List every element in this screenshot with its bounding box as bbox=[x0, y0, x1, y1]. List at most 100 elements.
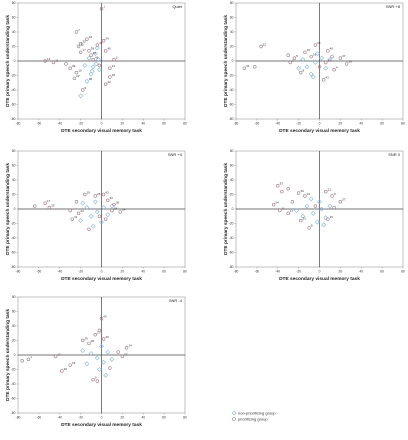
data-point-label: 30 bbox=[64, 367, 68, 371]
data-point-label: 43 bbox=[103, 315, 107, 319]
x-tick-label: 60 bbox=[162, 270, 166, 274]
data-point-prioritizing bbox=[70, 217, 74, 221]
data-point-prioritizing bbox=[32, 204, 37, 208]
data-point-prioritizing bbox=[299, 218, 303, 223]
data-point-prioritizing bbox=[116, 350, 120, 354]
data-point-prioritizing bbox=[124, 346, 129, 350]
y-tick-label: -40 bbox=[11, 382, 16, 386]
data-point-label: 9 bbox=[85, 86, 87, 90]
data-point-label: 24 bbox=[275, 200, 279, 204]
x-tick-label: 20 bbox=[339, 270, 343, 274]
y-tick-label: -40 bbox=[229, 88, 234, 92]
data-point-prioritizing bbox=[118, 210, 122, 214]
data-point-prioritizing bbox=[76, 211, 81, 216]
data-point-prioritizing bbox=[89, 53, 93, 57]
y-axis-title: DTE primary speech understanding task bbox=[5, 163, 11, 255]
y-tick-label: 20 bbox=[12, 339, 16, 343]
data-point-prioritizing bbox=[317, 65, 322, 69]
data-point-prioritizing bbox=[278, 208, 282, 213]
data-point-prioritizing bbox=[112, 202, 116, 207]
data-point-prioritizing bbox=[103, 217, 108, 221]
data-point-label: 19 bbox=[87, 190, 91, 194]
data-point-label: 32 bbox=[82, 39, 86, 43]
y-tick-label: -60 bbox=[229, 103, 234, 107]
data-point-prioritizing bbox=[97, 328, 102, 333]
scatter-panel: -80 -60 -40 -20 0 20 40 60 80 -80 -60 -40 -20 0 20 40 60… bbox=[5, 1, 187, 134]
data-point-prioritizing bbox=[87, 341, 91, 346]
data-point-label: 29 bbox=[51, 203, 55, 207]
data-point-prioritizing bbox=[101, 38, 106, 43]
data-point-label: 17 bbox=[47, 199, 51, 203]
legend-marker-non-prioritizing bbox=[231, 410, 237, 416]
data-point-non-prioritizing bbox=[92, 199, 98, 205]
data-point-label: 17 bbox=[82, 48, 86, 52]
data-point-label: 30 bbox=[300, 189, 304, 193]
data-point-prioritizing bbox=[290, 200, 295, 204]
y-axis-title: DTE primary speech understanding task bbox=[223, 163, 229, 255]
data-point-prioritizing bbox=[326, 217, 330, 221]
data-point-label: 36 bbox=[116, 200, 120, 204]
data-point-non-prioritizing bbox=[97, 67, 102, 73]
y-tick-label: 80 bbox=[12, 1, 16, 5]
data-point-prioritizing bbox=[286, 187, 290, 191]
x-tick-label: 0 bbox=[101, 416, 103, 420]
y-tick-label: 0 bbox=[14, 59, 16, 63]
y-tick-label: 60 bbox=[12, 310, 16, 314]
data-point-prioritizing bbox=[271, 202, 276, 207]
data-point-prioritizing bbox=[20, 359, 24, 363]
data-point-label: 37 bbox=[124, 352, 128, 356]
data-point-prioritizing bbox=[85, 37, 89, 41]
data-point-non-prioritizing bbox=[312, 60, 318, 65]
data-point-non-prioritizing bbox=[105, 212, 111, 218]
data-point-prioritizing bbox=[101, 337, 106, 341]
x-tick-label: -40 bbox=[275, 122, 280, 126]
data-point-non-prioritizing bbox=[101, 359, 106, 365]
y-tick-label: 40 bbox=[12, 178, 16, 182]
x-tick-label: 80 bbox=[401, 270, 405, 274]
scatter-panel: -80 -60 -40 -20 0 20 40 60 80 -80 -60 -40 -20 0 20 40 60… bbox=[5, 149, 187, 282]
data-point-prioritizing bbox=[120, 354, 125, 359]
data-point-non-prioritizing bbox=[300, 57, 306, 62]
data-point-non-prioritizing bbox=[84, 361, 90, 367]
y-tick-label: 0 bbox=[232, 207, 234, 211]
data-point-prioritizing bbox=[64, 62, 68, 66]
y-tick-label: -80 bbox=[11, 265, 16, 269]
y-tick-label: 0 bbox=[14, 353, 16, 357]
x-axis-title: DTE secondary visual memory task bbox=[61, 128, 142, 134]
data-point-non-prioritizing bbox=[109, 356, 115, 362]
data-point-prioritizing bbox=[87, 227, 91, 232]
data-point-prioritizing bbox=[51, 60, 56, 65]
x-tick-label: -80 bbox=[16, 122, 21, 126]
x-tick-label: -80 bbox=[234, 122, 239, 126]
data-point-label: 1 bbox=[103, 5, 105, 9]
data-point-label: 21 bbox=[328, 187, 332, 191]
data-point-prioritizing bbox=[103, 49, 108, 53]
data-point-prioritizing bbox=[78, 41, 83, 46]
x-tick-label: -20 bbox=[78, 270, 83, 274]
x-tick-label: 20 bbox=[121, 270, 125, 274]
data-point-prioritizing bbox=[68, 363, 72, 367]
data-point-prioritizing bbox=[242, 66, 247, 70]
x-tick-label: -20 bbox=[78, 122, 83, 126]
y-tick-label: 40 bbox=[230, 178, 234, 182]
data-point-non-prioritizing bbox=[315, 51, 320, 57]
data-point-prioritizing bbox=[101, 192, 106, 197]
data-point-label: 11 bbox=[55, 58, 58, 62]
data-point-label: 28 bbox=[97, 192, 101, 196]
panel-title: SNR +8 bbox=[386, 4, 401, 9]
data-point-label: 33 bbox=[280, 182, 284, 186]
data-point-label: 14 bbox=[128, 344, 132, 348]
data-point-label: 31 bbox=[74, 215, 78, 219]
y-tick-label: 0 bbox=[232, 59, 234, 63]
data-point-label: 39 bbox=[91, 47, 95, 51]
data-point-label: 28 bbox=[91, 339, 95, 343]
y-tick-label: 40 bbox=[12, 324, 16, 328]
data-point-non-prioritizing bbox=[88, 351, 94, 356]
x-axis-title: DTE secondary visual memory task bbox=[279, 276, 360, 282]
data-point-prioritizing bbox=[26, 357, 31, 362]
x-tick-label: 0 bbox=[101, 270, 103, 274]
data-point-non-prioritizing bbox=[327, 203, 333, 209]
y-tick-label: -60 bbox=[11, 103, 16, 107]
y-tick-label: 20 bbox=[12, 193, 16, 197]
